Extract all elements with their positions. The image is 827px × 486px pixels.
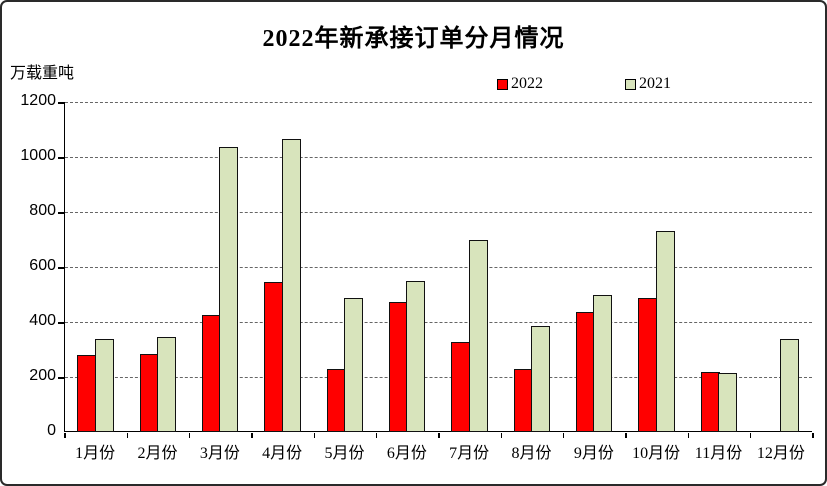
x-axis-tick: [126, 433, 129, 438]
x-axis-category-label: 5月份: [324, 445, 365, 462]
x-axis-category-label: 11月份: [694, 445, 743, 462]
bar-2021-2月份: [157, 337, 176, 432]
gridline-400: [65, 322, 812, 323]
x-axis-category-label: 1月份: [75, 445, 116, 462]
bar-2021-1月份: [94, 339, 114, 432]
x-axis-tick: [625, 433, 627, 438]
y-axis-unit-label: 万载重吨: [10, 65, 75, 82]
legend: 2022 2021: [2, 75, 825, 95]
bar-2021-5月份: [344, 298, 363, 432]
bar-2022-10月份: [638, 297, 658, 432]
x-axis-category-label: 9月份: [573, 445, 614, 462]
bar-2022-7月份: [451, 342, 471, 432]
y-axis-tick: [58, 157, 64, 159]
x-axis-tick: [562, 433, 565, 438]
x-axis-tick: [438, 433, 440, 438]
x-axis-tick: [64, 433, 66, 438]
y-axis-tick-label: 200: [29, 367, 56, 384]
bar-2022-6月份: [388, 302, 408, 432]
bar-2022-5月份: [326, 369, 346, 432]
bar-2022-1月份: [77, 355, 97, 432]
y-axis-tick-label: 600: [29, 257, 56, 274]
y-axis-tick: [58, 102, 64, 104]
gridline-600: [65, 267, 812, 268]
bar-2021-4月份: [281, 138, 301, 432]
bar-2022-2月份: [139, 354, 159, 432]
bar-2021-7月份: [468, 240, 488, 432]
bar-2021-10月份: [655, 231, 675, 432]
x-axis-category-label: 2月份: [137, 445, 178, 462]
x-axis-tick: [500, 433, 503, 438]
y-axis-tick-label: 0: [47, 422, 56, 439]
legend-swatch-2022-icon: [497, 78, 508, 90]
x-axis-category-label: 10月份: [632, 445, 681, 462]
y-axis-tick-label: 1000: [20, 147, 56, 164]
bar-2021-11月份: [718, 373, 737, 432]
plot-area: [58, 102, 814, 438]
y-axis-tick: [58, 377, 64, 379]
y-axis-tick-label: 400: [29, 312, 56, 329]
legend-item-2022: 2022: [497, 75, 543, 93]
x-axis-tick: [687, 433, 690, 438]
x-axis-category-label: 3月份: [199, 445, 240, 462]
x-axis-tick: [313, 433, 316, 438]
bar-2022-3月份: [201, 314, 221, 432]
legend-item-2021: 2021: [625, 75, 671, 93]
bar-2022-8月份: [513, 368, 533, 432]
gridline-800: [65, 212, 812, 213]
bar-2022-4月份: [264, 282, 284, 432]
legend-label-2022: 2022: [511, 75, 543, 92]
x-axis-tick: [749, 433, 752, 438]
bar-2021-3月份: [219, 147, 239, 432]
x-axis-category-label: 4月份: [262, 445, 303, 462]
y-axis-tick-label: 1200: [20, 92, 56, 109]
bar-2021-12月份: [780, 338, 800, 432]
legend-label-2021: 2021: [639, 75, 671, 92]
gridline-200: [65, 377, 812, 378]
y-axis-tick-label: 800: [29, 202, 56, 219]
y-axis-tick: [58, 322, 64, 324]
bar-2022-11月份: [700, 371, 720, 432]
gridline-1000: [65, 157, 812, 158]
y-axis-tick: [58, 212, 64, 214]
x-axis-tick: [375, 433, 378, 438]
x-axis-category-label: 8月份: [511, 445, 552, 462]
x-axis-tick: [812, 433, 814, 438]
x-axis-tick: [188, 433, 191, 438]
x-axis-category-label: 7月份: [449, 445, 490, 462]
x-axis-tick: [251, 433, 253, 438]
bar-2022-9月份: [575, 311, 595, 432]
y-axis-tick: [58, 267, 64, 269]
bar-2021-9月份: [593, 294, 613, 432]
x-axis-category-label: 12月份: [756, 445, 805, 462]
legend-swatch-2021-icon: [625, 78, 636, 90]
bar-2021-6月份: [406, 281, 426, 432]
gridline-1200: [65, 102, 812, 103]
chart-title: 2022年新承接订单分月情况: [262, 26, 565, 52]
x-axis-category-label: 6月份: [386, 445, 427, 462]
bar-2021-8月份: [531, 326, 550, 432]
